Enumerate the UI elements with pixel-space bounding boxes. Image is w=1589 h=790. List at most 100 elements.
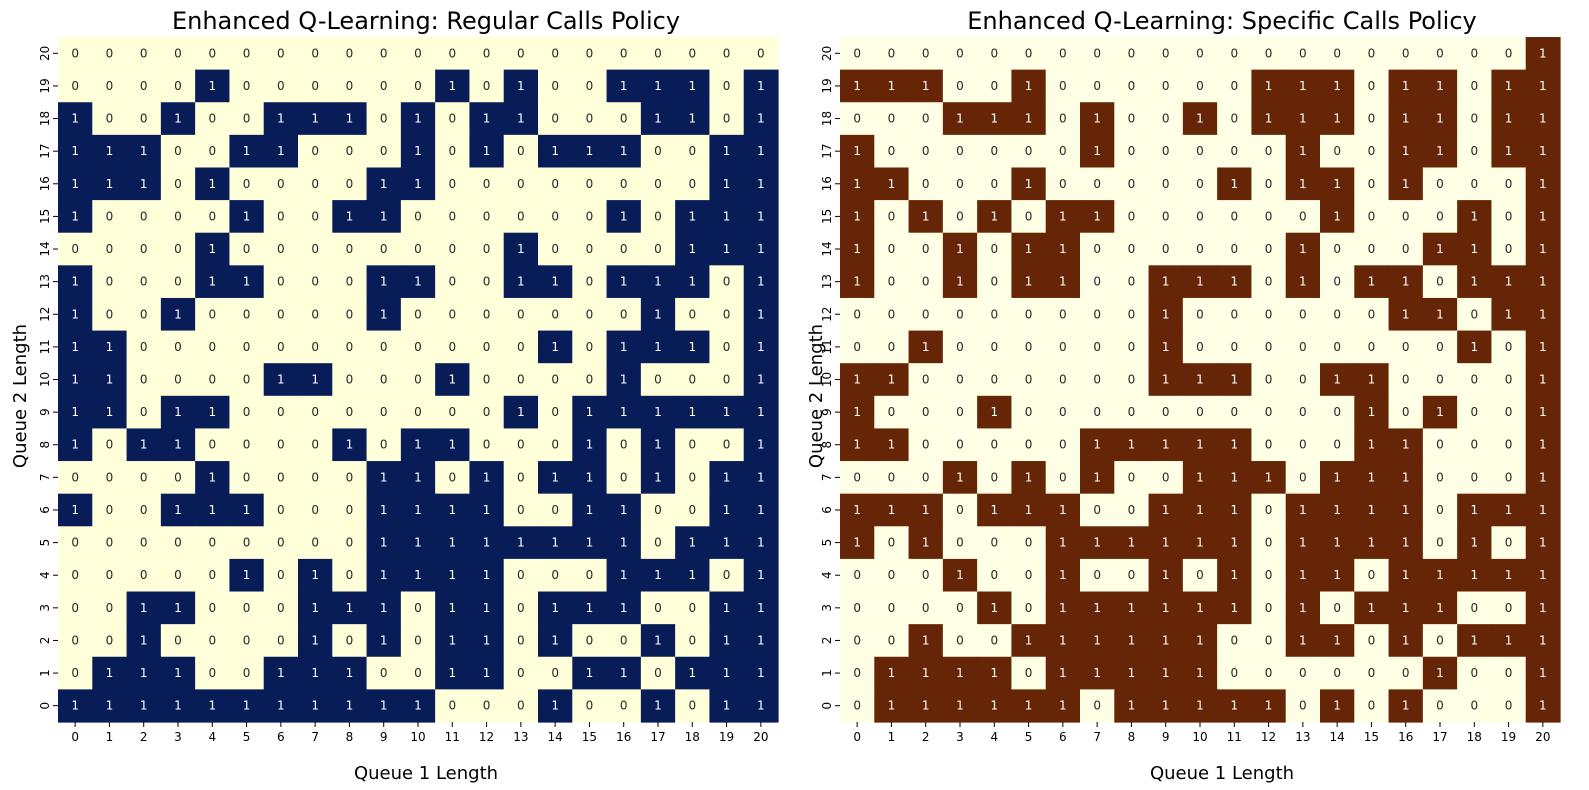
heatmap-cell (1491, 265, 1527, 299)
heatmap-cell (1182, 134, 1218, 169)
heatmap-cell (1148, 558, 1184, 593)
heatmap-cell (229, 428, 265, 462)
heatmap-cell (675, 656, 711, 690)
heatmap-cell (503, 526, 539, 560)
heatmap-cell (1354, 265, 1390, 299)
heatmap-cell (400, 395, 436, 430)
x-tick-label: 5 (243, 730, 251, 744)
cell-value-label: 0 (956, 633, 964, 647)
cell-value-label: 0 (1470, 177, 1478, 191)
cell-value-label: 0 (1230, 405, 1238, 419)
heatmap-cell (1422, 102, 1458, 136)
cell-value-label: 1 (1333, 112, 1341, 126)
heatmap-cell (743, 526, 779, 560)
heatmap-cell (743, 200, 779, 234)
cell-value-label: 0 (208, 340, 216, 354)
cell-value-label: 1 (346, 209, 354, 223)
heatmap-cell (1011, 656, 1047, 690)
heatmap-cell (675, 134, 711, 169)
heatmap-cell (606, 558, 642, 593)
cell-value-label: 0 (1505, 242, 1513, 256)
cell-value-label: 0 (1265, 503, 1273, 517)
regular-calls-heatmap: Enhanced Q-Learning: Regular Calls Polic… (10, 7, 779, 784)
cell-value-label: 1 (311, 601, 319, 615)
heatmap-cell (640, 167, 676, 201)
heatmap-cell (400, 134, 436, 169)
cell-value-label: 0 (1299, 373, 1307, 387)
heatmap-cell (1045, 134, 1081, 169)
heatmap-cell (263, 69, 299, 103)
heatmap-cell (709, 134, 745, 169)
cell-value-label: 0 (277, 405, 285, 419)
heatmap-cell (874, 167, 910, 201)
heatmap-cell (1080, 69, 1115, 103)
heatmap-cell (1422, 461, 1458, 495)
heatmap-cell (435, 624, 471, 658)
heatmap-cell (1114, 428, 1150, 462)
cell-value-label: 1 (174, 405, 182, 419)
cell-value-label: 1 (1093, 112, 1101, 126)
heatmap-cell (332, 102, 368, 136)
heatmap-cell (743, 428, 779, 462)
cell-value-label: 1 (1436, 144, 1444, 158)
y-tick-label: 0 (38, 702, 52, 710)
heatmap-cell (572, 395, 608, 430)
heatmap-cell (572, 265, 608, 299)
cell-value-label: 0 (1128, 209, 1136, 223)
heatmap-cell (977, 69, 1013, 103)
heatmap-cell (1114, 656, 1150, 690)
heatmap-cell (1354, 591, 1390, 625)
heatmap-cell (1320, 297, 1355, 332)
cell-value-label: 0 (1402, 405, 1410, 419)
cell-value-label: 1 (1402, 307, 1410, 321)
heatmap-cell (332, 37, 368, 71)
cell-value-label: 1 (71, 699, 79, 713)
x-tick-label: 8 (346, 730, 354, 744)
heatmap-cell (263, 493, 299, 527)
heatmap-cell (1217, 200, 1253, 234)
heatmap-cell (58, 591, 93, 625)
heatmap-cell (263, 591, 299, 625)
heatmap-cell (1080, 428, 1115, 462)
cell-value-label: 1 (757, 373, 765, 387)
heatmap-cell (263, 232, 299, 266)
heatmap-cell (263, 526, 299, 560)
cell-value-label: 1 (1299, 242, 1307, 256)
heatmap-cell (606, 167, 642, 201)
cell-value-label: 0 (174, 536, 182, 550)
heatmap-cell (400, 330, 436, 364)
heatmap-cell (1285, 363, 1321, 397)
cell-value-label: 0 (380, 340, 388, 354)
cell-value-label: 0 (1333, 307, 1341, 321)
y-tick-label: 18 (820, 111, 834, 126)
cell-value-label: 0 (551, 307, 559, 321)
heatmap-cell (1457, 624, 1493, 658)
heatmap-cell (1491, 363, 1527, 397)
heatmap-cell (640, 428, 676, 462)
heatmap-cell (469, 395, 505, 430)
cell-value-label: 0 (853, 568, 861, 582)
heatmap-cell (160, 526, 196, 560)
cell-value-label: 1 (723, 405, 731, 419)
cell-value-label: 1 (380, 536, 388, 550)
cell-value-label: 0 (688, 373, 696, 387)
heatmap-cell (126, 395, 162, 430)
cell-value-label: 0 (990, 438, 998, 452)
heatmap-cell (640, 461, 676, 495)
heatmap-cell (942, 363, 978, 397)
heatmap-cell (1285, 330, 1321, 364)
heatmap-cell (1080, 330, 1115, 364)
heatmap-cell (332, 200, 368, 234)
heatmap-cell (435, 330, 471, 364)
heatmap-cell (1525, 461, 1561, 495)
cell-value-label: 0 (208, 666, 216, 680)
cell-value-label: 1 (1025, 470, 1033, 484)
cell-value-label: 0 (1368, 699, 1376, 713)
heatmap-cell (1182, 558, 1218, 593)
heatmap-cell (743, 69, 779, 103)
cell-value-label: 0 (1299, 666, 1307, 680)
heatmap-cell (977, 330, 1013, 364)
x-tick-label: 3 (174, 730, 182, 744)
heatmap-cell (606, 102, 642, 136)
cell-value-label: 1 (140, 144, 148, 158)
